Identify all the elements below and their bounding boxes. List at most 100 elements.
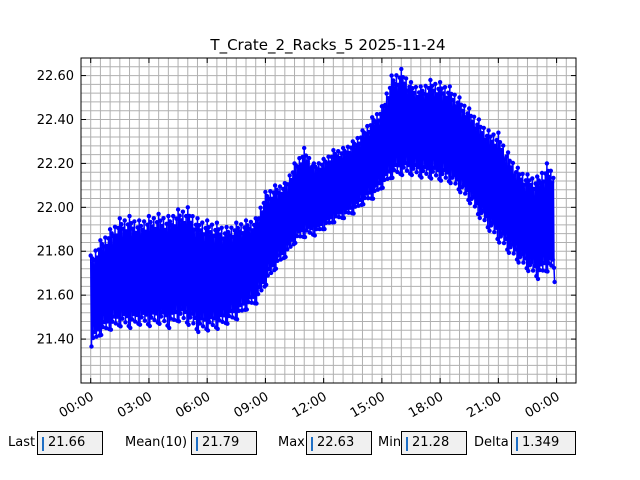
data-point (209, 222, 215, 227)
data-point (454, 177, 460, 182)
x-tick-label: 12:00 (290, 389, 330, 421)
data-point (273, 266, 279, 271)
x-tick-label: 21:00 (464, 389, 504, 421)
data-point (347, 150, 352, 156)
data-point (162, 227, 168, 233)
data-point (281, 186, 286, 192)
data-point (480, 131, 485, 136)
data-point (154, 220, 160, 225)
data-point (174, 216, 179, 221)
data-point (492, 229, 497, 235)
last-label: Last (8, 435, 36, 450)
data-point (467, 201, 473, 206)
mean-label: Mean(10) (125, 435, 188, 450)
data-point (327, 220, 332, 225)
data-point (362, 195, 368, 201)
min-value-box[interactable]: 21.28 (401, 431, 467, 455)
data-point (171, 317, 177, 322)
data-point (453, 181, 458, 186)
data-point (175, 207, 181, 212)
data-point (408, 80, 414, 85)
data-point (504, 154, 509, 159)
text-cursor (196, 437, 198, 451)
text-cursor (516, 437, 518, 451)
data-point (107, 227, 113, 232)
data-point (501, 143, 506, 148)
data-point (457, 95, 462, 100)
data-point (380, 185, 385, 190)
data-point (124, 313, 130, 319)
data-point (91, 257, 97, 263)
data-point (202, 317, 207, 322)
data-point (402, 81, 407, 86)
data-point (191, 321, 196, 326)
data-point (387, 85, 393, 91)
max-value-box[interactable]: 22.63 (306, 431, 372, 455)
data-point (532, 263, 537, 269)
data-point (399, 172, 405, 178)
data-point (205, 218, 210, 223)
data-point (505, 150, 511, 155)
data-point (526, 178, 532, 183)
data-point (215, 326, 220, 331)
data-point (251, 222, 257, 228)
x-tick-label: 00:00 (523, 389, 563, 421)
data-point (153, 226, 158, 232)
data-point (287, 173, 292, 178)
data-point (431, 88, 436, 93)
data-point (242, 225, 247, 230)
data-point (441, 91, 446, 96)
data-point (114, 233, 119, 238)
data-point (98, 238, 103, 243)
last-value-box[interactable]: 21.66 (37, 431, 103, 455)
data-point (277, 184, 283, 189)
data-point (513, 170, 519, 175)
data-point (358, 135, 364, 140)
data-point (129, 317, 135, 322)
data-point (142, 318, 148, 323)
data-point (267, 266, 272, 272)
data-point (137, 322, 143, 327)
data-point (423, 83, 428, 89)
data-point (104, 243, 110, 248)
delta-value: 1.349 (522, 435, 560, 450)
data-point (172, 224, 177, 229)
data-point (396, 163, 402, 168)
data-point (445, 170, 450, 175)
data-point (520, 171, 525, 177)
data-point (146, 213, 152, 219)
data-point (159, 223, 165, 229)
data-point (234, 317, 240, 322)
data-point (365, 123, 370, 129)
data-point (338, 210, 343, 215)
data-point (280, 250, 285, 256)
data-point (279, 191, 284, 197)
data-point (421, 91, 427, 97)
data-point (122, 218, 127, 223)
data-point (275, 258, 280, 263)
data-point (429, 176, 434, 181)
data-point (271, 190, 276, 195)
data-point (348, 205, 353, 210)
mean-value-box[interactable]: 21.79 (191, 431, 257, 455)
data-point (361, 202, 366, 207)
data-point (269, 196, 275, 201)
data-point (196, 223, 202, 228)
x-tick-label: 00:00 (57, 389, 97, 421)
data-point (550, 257, 555, 262)
data-point (491, 132, 496, 137)
data-point (179, 218, 184, 223)
data-point (152, 317, 157, 323)
data-point (302, 145, 307, 151)
plot-frame (80, 57, 577, 384)
min-value: 21.28 (412, 435, 450, 450)
data-point (260, 210, 265, 215)
data-point (101, 244, 106, 249)
data-point (158, 314, 164, 319)
data-point (319, 162, 325, 167)
delta-value-box[interactable]: 1.349 (511, 431, 576, 455)
data-point (247, 226, 252, 231)
data-point (179, 307, 185, 312)
data-point (487, 228, 492, 233)
